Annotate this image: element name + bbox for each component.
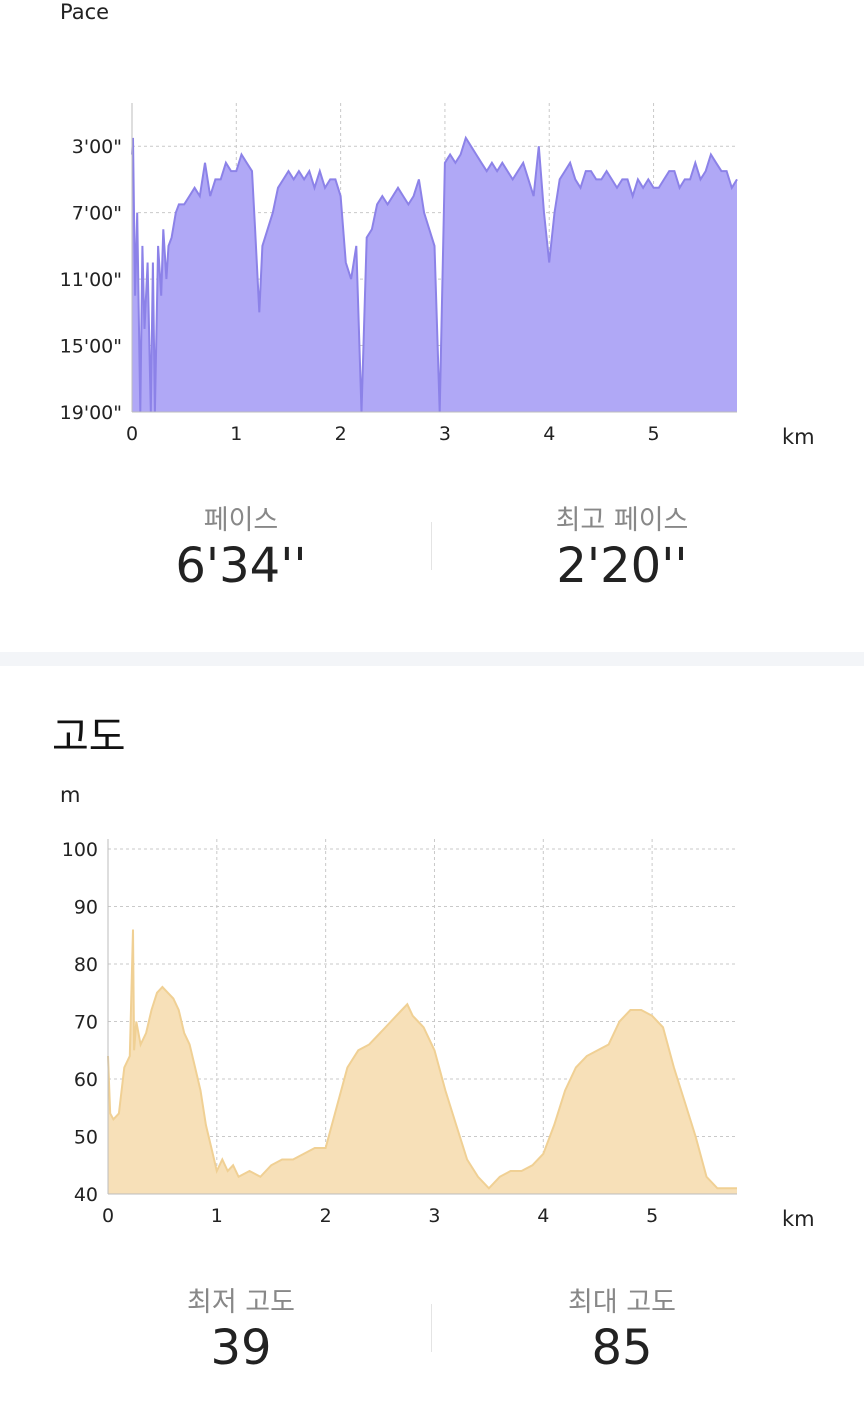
altitude-chart: 40 50 60 70 80 90 100 0 1 2 3 4 5 [62, 839, 737, 1227]
altitude-y-tick-label: 90 [74, 897, 98, 919]
altitude-y-tick-label: 50 [74, 1127, 98, 1149]
pace-y-tick-label: 19'00" [60, 402, 122, 424]
pace-chart: 3'00" 7'00" 11'00" 15'00" 19'00" 0 1 2 3 4 5 [0, 0, 864, 470]
section-separator [0, 652, 864, 666]
altitude-x-unit-label: km [782, 1207, 815, 1231]
altitude-max-label: 최대 고도 [568, 1287, 676, 1318]
altitude-min-value: 39 [210, 1320, 272, 1376]
pace-y-tick-label: 3'00" [72, 136, 122, 158]
pace-x-tick-label: 3 [439, 423, 451, 445]
altitude-series-line [107, 929, 737, 1190]
pace-x-tick-label: 1 [230, 423, 242, 445]
pace-y-tick-label: 11'00" [60, 269, 122, 291]
pace-best-label: 최고 페이스 [555, 505, 689, 536]
pace-average-value: 6'34'' [175, 538, 307, 594]
pace-x-tick-label: 2 [335, 423, 347, 445]
pace-x-unit-label: km [782, 425, 815, 449]
pace-x-tick-label: 5 [648, 423, 660, 445]
altitude-min-label: 최저 고도 [187, 1287, 295, 1318]
pace-series-line [131, 135, 738, 413]
altitude-x-tick-label: 5 [646, 1205, 658, 1227]
altitude-chart-svg: 40 50 60 70 80 90 100 0 1 2 3 4 5 [62, 839, 737, 1227]
altitude-x-tick-label: 1 [211, 1205, 223, 1227]
altitude-x-tick-label: 3 [428, 1205, 440, 1227]
altitude-y-tick-label: 40 [74, 1184, 98, 1206]
altitude-y-tick-label: 80 [74, 954, 98, 976]
pace-stats-divider [431, 522, 432, 570]
altitude-section-title: 고도 [52, 714, 126, 760]
altitude-x-tick-label: 4 [537, 1205, 549, 1227]
altitude-y-tick-label: 70 [74, 1012, 98, 1034]
altitude-x-tick-label: 0 [102, 1205, 114, 1227]
pace-x-tick-label: 4 [543, 423, 555, 445]
altitude-series-area [108, 929, 737, 1194]
pace-y-tick-label: 15'00" [60, 336, 122, 358]
pace-unit-label: Pace [60, 0, 110, 24]
pace-average-label: 페이스 [203, 505, 279, 536]
pace-chart-svg: 3'00" 7'00" 11'00" 15'00" 19'00"0 1 2 3 4 5 [60, 103, 738, 445]
altitude-stats-divider [431, 1304, 432, 1352]
altitude-x-tick-label: 2 [320, 1205, 332, 1227]
altitude-y-tick-label: 60 [74, 1069, 98, 1091]
pace-y-tick-label: 7'00" [72, 203, 122, 225]
altitude-y-tick-label: 100 [62, 839, 98, 861]
altitude-unit-label: m [60, 783, 81, 807]
altitude-max-value: 85 [591, 1320, 653, 1376]
pace-x-tick-label: 0 [126, 423, 138, 445]
pace-best-value: 2'20'' [556, 538, 688, 594]
